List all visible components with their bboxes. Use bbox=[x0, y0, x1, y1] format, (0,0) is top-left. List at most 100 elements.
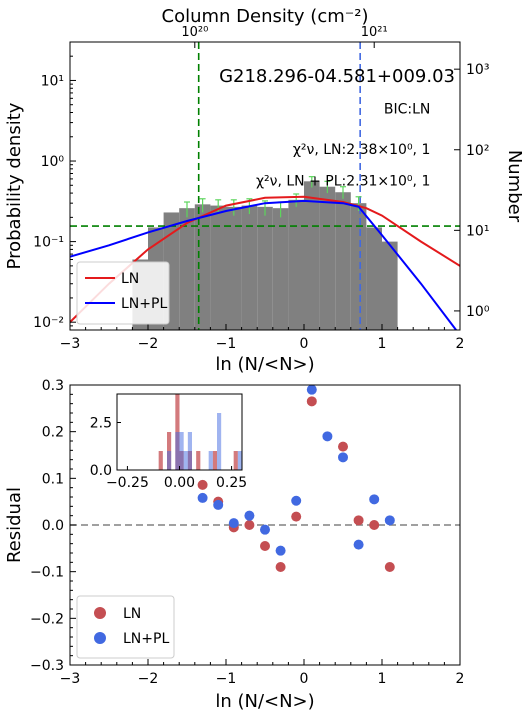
legend-lnpl-label: LN+PL bbox=[121, 296, 167, 312]
histogram-bar bbox=[335, 192, 351, 330]
x-tick-label: −2 bbox=[138, 671, 159, 687]
histogram-bar bbox=[241, 205, 258, 330]
annotation-text: BIC:LN bbox=[384, 101, 431, 117]
histogram-panel: −3 −2 −1 0 1 2 10²⁰ 10²¹ 10⁻² 10⁻¹ 10⁰ 10¹ 10⁰ 10¹ 10²… bbox=[4, 6, 522, 375]
residual-point-ln bbox=[338, 441, 348, 452]
residual-point-ln-pl bbox=[275, 545, 286, 556]
inset-bar-ln-pl bbox=[237, 451, 242, 470]
histogram-bar bbox=[288, 199, 304, 330]
residual-point-ln bbox=[353, 515, 364, 526]
histogram-bar bbox=[350, 203, 367, 330]
y-tick-label: −0.1 bbox=[30, 565, 64, 581]
chart-title: G218.296-04.581+009.03 bbox=[219, 66, 455, 87]
residual-point-ln-pl bbox=[369, 494, 380, 505]
inset-bar-ln bbox=[196, 451, 201, 470]
x-tick-label: 0 bbox=[300, 336, 309, 352]
x-tick-label: 1 bbox=[378, 336, 387, 352]
fit-curve-ln-pl bbox=[70, 199, 457, 330]
annotation-text: χ²ν, LN:2.38×10⁰, 1 bbox=[293, 142, 431, 158]
inset-bar-ln bbox=[233, 451, 238, 470]
residual-point-ln-pl bbox=[353, 539, 364, 550]
x-tick-label: 0 bbox=[300, 671, 309, 687]
x-tick-label: −1 bbox=[216, 671, 237, 687]
legend-ln-label: LN bbox=[123, 606, 141, 622]
residual-point-ln-pl bbox=[338, 452, 348, 463]
inset-x-tick-label: 0.00 bbox=[164, 475, 195, 491]
error-bars bbox=[184, 176, 362, 218]
y-tick-label: 0.0 bbox=[42, 518, 64, 534]
y-tick-label: −0.3 bbox=[30, 658, 64, 674]
y-axis-label-residual: Residual bbox=[4, 487, 25, 563]
x-tick-label: 1 bbox=[378, 671, 387, 687]
x-tick-label: −3 bbox=[60, 671, 81, 687]
inset-y-tick-label: 0.0 bbox=[90, 463, 112, 479]
x-tick-label: −3 bbox=[60, 336, 81, 352]
axis-ticks-top: −3 −2 −1 0 1 2 10²⁰ 10²¹ 10⁻² 10⁻¹ 10⁰ 10¹ 10⁰ 10¹ 10²… bbox=[33, 25, 490, 352]
y-tick-label-right: 10⁰ bbox=[466, 304, 490, 320]
top-tick-label: 10²⁰ bbox=[181, 25, 208, 40]
residual-point-ln-pl bbox=[244, 510, 255, 521]
legend-top: LN LN+PL bbox=[76, 261, 170, 325]
residual-points bbox=[197, 384, 395, 572]
histogram-bars bbox=[132, 181, 398, 330]
x-tick-label: −1 bbox=[216, 336, 237, 352]
inset-x-tick-label: −0.25 bbox=[106, 475, 149, 491]
inset-bar-ln bbox=[212, 451, 217, 470]
inset-x-tick-label: 0.25 bbox=[216, 475, 247, 491]
inset-bar-ln-pl bbox=[187, 432, 192, 470]
inset-bar-ln-pl bbox=[208, 451, 213, 470]
residual-point-ln bbox=[275, 562, 286, 572]
residual-point-ln bbox=[260, 541, 270, 551]
legend-lnpl-label: LN+PL bbox=[123, 631, 169, 647]
y-tick-label-right: 10³ bbox=[466, 62, 489, 78]
y-tick-label: 0.1 bbox=[42, 471, 64, 487]
inset-ticks: −0.25 0.00 0.25 0.0 2.5 bbox=[90, 416, 247, 492]
legend-ln-marker bbox=[94, 607, 106, 619]
y-tick-label-right: 10¹ bbox=[466, 223, 489, 239]
inset-histogram: −0.25 0.00 0.25 0.0 2.5 bbox=[90, 393, 247, 492]
histogram-bar bbox=[210, 205, 226, 330]
fit-curves bbox=[70, 195, 460, 330]
y-tick-label: 0.3 bbox=[42, 378, 64, 394]
inset-bar-ln bbox=[158, 451, 163, 470]
residual-point-ln-pl bbox=[228, 518, 239, 529]
inset-bar-ln-pl bbox=[175, 432, 180, 470]
histogram-bar bbox=[179, 208, 195, 330]
residual-point-ln-pl bbox=[213, 499, 224, 510]
axis-ticks-bottom: −3 −2 −1 0 1 2 −0.3 −0.2 −0.1 0.0 0.1 0.2 0.3 bbox=[30, 378, 464, 687]
residual-point-ln bbox=[306, 396, 317, 407]
x-tick-label: −2 bbox=[138, 336, 159, 352]
residual-point-ln-pl bbox=[384, 515, 395, 526]
y-axis-label-right: Number bbox=[504, 150, 522, 223]
residual-point-ln bbox=[244, 520, 255, 530]
y-tick-label: −0.2 bbox=[30, 611, 64, 627]
y-axis-label-left: Probability density bbox=[4, 102, 25, 269]
residual-point-ln-pl bbox=[306, 384, 317, 395]
residual-point-ln bbox=[291, 511, 302, 522]
histogram-bar bbox=[194, 204, 211, 330]
inset-bar-ln-pl bbox=[217, 413, 222, 470]
residual-point-ln-pl bbox=[291, 495, 302, 506]
x-axis-label-top-panel: ln (N/<N>) bbox=[215, 354, 314, 375]
residual-point-ln bbox=[369, 520, 380, 530]
plot-frame-top bbox=[69, 41, 461, 331]
inset-bar-ln-pl bbox=[183, 451, 188, 470]
y-tick-label-left: 10⁻¹ bbox=[33, 235, 64, 251]
residual-point-ln bbox=[197, 479, 208, 490]
legend-ln-label: LN bbox=[121, 271, 139, 287]
x-axis-label-bottom-panel: ln (N/<N>) bbox=[215, 691, 314, 712]
fit-curve-ln bbox=[70, 195, 460, 323]
y-tick-label-right: 10² bbox=[466, 143, 489, 159]
histogram-bar bbox=[226, 206, 242, 330]
histogram-bar bbox=[319, 186, 336, 330]
y-tick-label-left: 10⁰ bbox=[41, 154, 65, 170]
top-tick-label: 10²¹ bbox=[361, 25, 388, 40]
residual-point-ln-pl bbox=[322, 431, 333, 442]
histogram-bar bbox=[272, 208, 289, 330]
inset-bar-ln-pl bbox=[179, 432, 184, 470]
histogram-bar bbox=[257, 206, 273, 330]
legend-bottom: LN LN+PL bbox=[76, 595, 175, 659]
annotations: BIC:LN χ²ν, LN:2.38×10⁰, 1 χ²ν, LN + PL:2.… bbox=[256, 101, 430, 189]
inset-y-tick-label: 2.5 bbox=[90, 416, 112, 432]
